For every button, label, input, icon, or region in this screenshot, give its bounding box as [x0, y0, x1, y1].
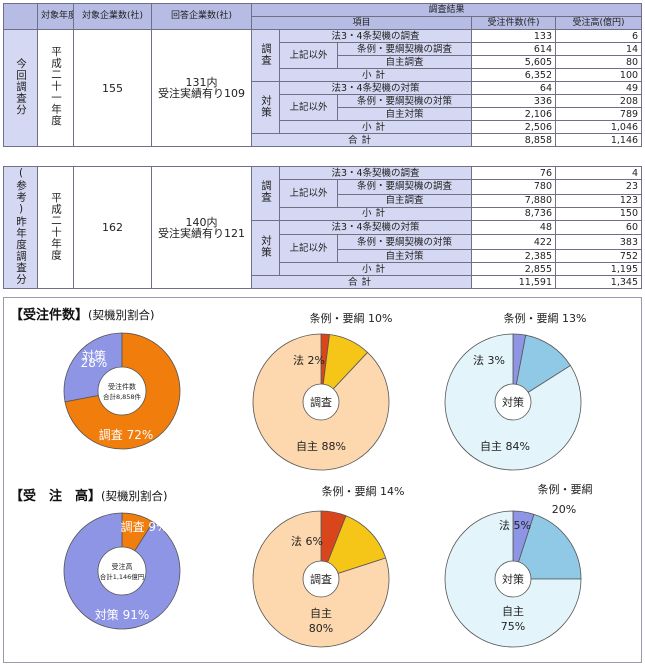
row-label: (参考)昨年度調査分 [15, 167, 27, 286]
result-header: 調査結果 [250, 3, 643, 17]
amount-taisaku-center [494, 560, 532, 598]
amount-taisaku-jishu-pct: 75% [501, 620, 525, 633]
amount-chosa-slice-2 [252, 510, 390, 648]
item-header: 項目 [251, 16, 472, 30]
count-taisaku-label-0: 法 3% [473, 353, 505, 367]
grand-total-count: 8,858 [471, 133, 556, 147]
answer-header: 回答企業数(社) [151, 3, 252, 30]
count-taisaku-center-label: 対策 [502, 395, 524, 409]
amount-taisaku-slice-2 [444, 510, 582, 648]
count-taisaku-label-1: 条例・要綱 13% [504, 311, 587, 325]
count-chosa-label-0: 法 2% [293, 353, 325, 367]
grand-total-count: 11,591 [471, 275, 556, 289]
count-total-center [97, 366, 147, 416]
count-chosa-center [302, 383, 340, 421]
answer-count: 140内 受注実績有り121 [151, 166, 252, 289]
count-total-label-0: 28% [81, 356, 108, 370]
row-label: 今回調査分 [15, 57, 27, 116]
amount-total-center-label: 受注高 [112, 562, 133, 571]
amount-chosa-jishu-pct: 80% [309, 622, 333, 635]
amount-total-center-sub: 合計1,146億円 [100, 572, 145, 581]
amount-taisaku-label-0: 法 5% [499, 518, 531, 532]
count-taisaku-slice-1 [512, 334, 571, 403]
count-total-center-sub: 合計8,858件 [103, 392, 142, 401]
count-taisaku-center [494, 383, 532, 421]
target-count: 155 [73, 29, 152, 147]
amount-chosa-label-2: 自主 [310, 607, 332, 620]
amount-section-title: 【受 注 高】(契機別割合) [10, 489, 168, 504]
amount-taisaku-jorei-pct: 20% [552, 503, 576, 516]
target-header: 対象企業数(社) [73, 3, 152, 30]
answer-count: 131内 受注実績有り109 [151, 29, 252, 147]
amount-total-center [97, 546, 147, 596]
count-total-center-label: 受注件数 [108, 382, 136, 391]
amount-taisaku-slice-1 [512, 513, 582, 580]
amount-header: 受注高(億円) [554, 16, 643, 30]
target-count: 162 [73, 166, 152, 289]
count-total-taisaku-name: 対策 [82, 349, 106, 363]
count-total-label-1: 調査 72% [99, 428, 154, 442]
amount-chosa-center-label: 調査 [310, 572, 332, 586]
pie-charts-panel: 【受注件数】(契機別割合) 【受 注 高】(契機別割合) 受注件数 合計8,858… [3, 297, 642, 663]
current-survey-table: 対象年度 対象企業数(社) 回答企業数(社) 調査結果 項目 受注件数(件) 受… [3, 3, 643, 147]
previous-survey-table: (参考)昨年度調査分 平成二十年度 162 140内 受注実績有り121 調査 法… [3, 166, 642, 289]
grand-total-amount: 1,345 [555, 275, 642, 289]
amount-taisaku-label-1: 条例・要綱 [538, 482, 593, 496]
grand-total-amount: 1,146 [554, 133, 643, 147]
count-chosa-label-2: 自主 88% [296, 440, 346, 453]
year-header: 対象年度 [37, 3, 74, 30]
table-cell: 133 [471, 29, 556, 43]
count-section-title: 【受注件数】(契機別割合) [10, 308, 155, 323]
count-header: 受注件数(件) [471, 16, 556, 30]
count-chosa-label-1: 条例・要綱 10% [310, 311, 393, 325]
fiscal-year: 平成二十年度 [50, 191, 62, 261]
amount-taisaku-label-2: 自主 [502, 605, 524, 618]
amount-chosa-center [302, 560, 340, 598]
count-taisaku-label-2: 自主 84% [480, 440, 530, 453]
amount-chosa-label-1: 条例・要綱 14% [322, 484, 405, 498]
amount-taisaku-center-label: 対策 [502, 572, 524, 586]
amount-total-label-1: 対策 91% [95, 608, 150, 622]
fiscal-year: 平成二十一年度 [50, 46, 62, 127]
amount-total-label-0: 調査 9% [121, 520, 168, 534]
count-chosa-center-label: 調査 [310, 395, 332, 409]
amount-chosa-label-0: 法 6% [291, 534, 323, 548]
table-cell: 6 [554, 29, 643, 43]
